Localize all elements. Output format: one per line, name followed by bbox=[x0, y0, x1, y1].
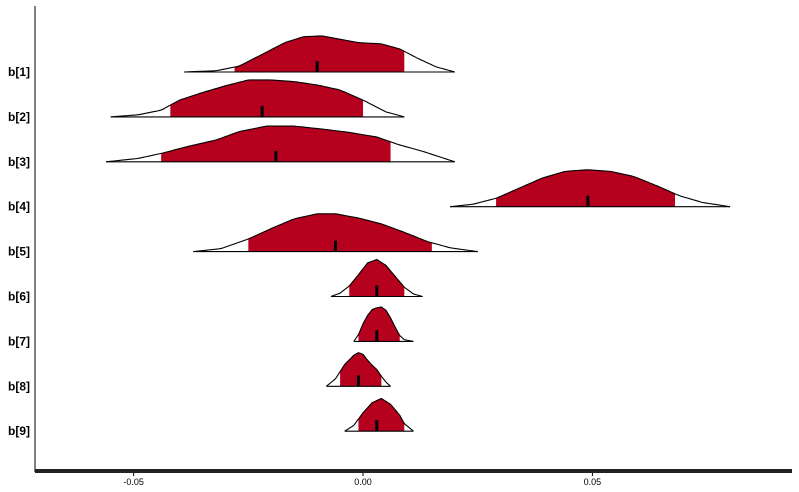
ridge-b[9] bbox=[344, 398, 414, 432]
x-tick-label-2: 0.05 bbox=[584, 477, 602, 487]
interval-fill-b[9] bbox=[358, 398, 405, 432]
y-tick-b[1]: b[1] bbox=[8, 65, 30, 79]
interval-fill-b[8] bbox=[340, 352, 382, 387]
density-curve-b[6] bbox=[330, 258, 423, 298]
density-curve-b[5] bbox=[193, 213, 478, 253]
ridge-b[7] bbox=[353, 306, 414, 342]
density-curve-b[4] bbox=[450, 169, 731, 208]
interval-fill-b[5] bbox=[248, 213, 432, 252]
interval-fill-b[6] bbox=[349, 259, 405, 297]
y-tick-b[9]: b[9] bbox=[8, 424, 30, 438]
y-tick-b[5]: b[5] bbox=[8, 245, 30, 259]
y-tick-b[4]: b[4] bbox=[8, 200, 30, 214]
x-tick-labels: -0.05 0.00 0.05 bbox=[123, 473, 601, 487]
interval-fill-b[4] bbox=[496, 169, 676, 207]
ridge-b[1] bbox=[184, 35, 455, 73]
ridge-b[2] bbox=[110, 79, 405, 118]
density-curve-b[3] bbox=[106, 125, 455, 163]
interval-fill-b[3] bbox=[161, 126, 391, 162]
ridge-b[5] bbox=[193, 213, 478, 253]
y-tick-b[7]: b[7] bbox=[8, 334, 30, 348]
density-curve-b[8] bbox=[325, 352, 391, 387]
y-tick-labels: b[1] b[2] b[3] b[4] b[5] b[6] b[7] b[8] b[9] bbox=[8, 65, 30, 438]
y-tick-b[3]: b[3] bbox=[8, 155, 30, 169]
y-tick-b[8]: b[8] bbox=[8, 379, 30, 393]
density-curve-b[7] bbox=[353, 306, 414, 342]
x-tick-label-1: 0.00 bbox=[354, 477, 372, 487]
density-curve-b[1] bbox=[184, 35, 455, 73]
density-curve-b[2] bbox=[110, 79, 405, 118]
y-tick-b[6]: b[6] bbox=[8, 290, 30, 304]
ridge-b[3] bbox=[106, 125, 455, 163]
interval-fill-b[2] bbox=[170, 79, 364, 117]
ridge-b[6] bbox=[330, 258, 423, 298]
density-curve-b[9] bbox=[344, 398, 414, 432]
interval-fill-b[7] bbox=[358, 306, 400, 342]
ridge-b[8] bbox=[325, 352, 391, 387]
x-tick-label-0: -0.05 bbox=[123, 477, 144, 487]
ridges-group bbox=[106, 35, 731, 432]
interval-fill-b[1] bbox=[234, 35, 405, 72]
ridge-b[4] bbox=[450, 169, 731, 208]
y-tick-b[2]: b[2] bbox=[8, 110, 30, 124]
